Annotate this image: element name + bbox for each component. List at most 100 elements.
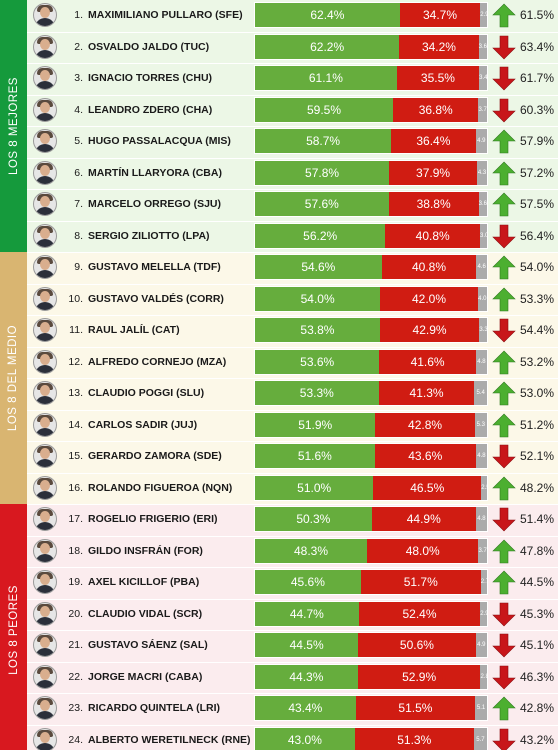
name-text: RAUL JALÍL (CAT) bbox=[88, 324, 180, 336]
group-label: LOS 8 DEL MEDIO bbox=[0, 252, 27, 504]
stacked-bar: 51.6% 43.6% 4.8 bbox=[254, 443, 488, 469]
arrow-down-icon bbox=[492, 602, 516, 626]
row-divider bbox=[27, 441, 558, 442]
row-divider bbox=[27, 504, 558, 505]
arrow-up-icon bbox=[492, 696, 516, 721]
name-text: CARLOS SADIR (JUJ) bbox=[88, 418, 198, 431]
row-divider bbox=[27, 126, 558, 127]
governor-name: 13. CLAUDIO POGGI (SLU) bbox=[67, 378, 204, 410]
stacked-bar: 51.0% 46.5% 2.5 bbox=[254, 474, 488, 501]
row-divider bbox=[27, 535, 558, 537]
nsnc-label: 5.4 bbox=[476, 390, 485, 396]
approval-bar bbox=[255, 349, 380, 374]
table-row: 6. MARTÍN LLARYORA (CBA) 57.8% 37.9% 4.3 57.2… bbox=[27, 158, 558, 190]
avatar bbox=[33, 66, 57, 90]
governor-name: 16. ROLANDO FIGUEROA (NQN) bbox=[67, 473, 232, 505]
governor-name: 8. SERGIO ZILIOTTO (LPA) bbox=[67, 221, 209, 253]
disapproval-label: 46.5% bbox=[410, 480, 445, 495]
nsnc-bar bbox=[475, 349, 487, 374]
nsnc-bar bbox=[473, 727, 487, 750]
approval-bar bbox=[255, 570, 361, 594]
arrow-shape bbox=[492, 507, 516, 532]
previous-value: 53.3% bbox=[520, 291, 555, 306]
disapproval-bar bbox=[355, 696, 476, 720]
arrow-down-icon bbox=[492, 98, 516, 122]
arrow-shape bbox=[492, 539, 516, 563]
disapproval-bar bbox=[396, 66, 480, 90]
approval-bar bbox=[255, 286, 381, 311]
approval-label: 51.6% bbox=[297, 449, 332, 463]
row-divider bbox=[27, 693, 558, 694]
governor-name: 7. MARCELO ORREGO (SJU) bbox=[67, 189, 221, 221]
row-divider bbox=[27, 598, 558, 600]
table-row: 12. ALFREDO CORNEJO (MZA) 53.6% 41.6% 4.8 53.… bbox=[27, 347, 558, 379]
table-row: 13. CLAUDIO POGGI (SLU) 53.3% 41.3% 5.4 53.0% bbox=[27, 378, 558, 410]
name-text: LEANDRO ZDERO (CHA) bbox=[88, 103, 213, 116]
nsnc-bar bbox=[475, 696, 487, 720]
nsnc-bar bbox=[480, 601, 487, 626]
arrow-shape bbox=[492, 129, 516, 154]
arrow-down-icon bbox=[492, 507, 516, 532]
nsnc-bar bbox=[478, 192, 487, 216]
approval-bar bbox=[255, 34, 400, 59]
disapproval-bar bbox=[381, 255, 477, 279]
avatar bbox=[33, 192, 57, 216]
approval-bar bbox=[255, 255, 382, 279]
rank-number: 8. bbox=[74, 229, 83, 242]
stacked-bar: 62.4% 34.7% 2.9 bbox=[254, 2, 488, 28]
name-text: OSVALDO JALDO (TUC) bbox=[88, 40, 210, 53]
disapproval-bar bbox=[354, 727, 474, 750]
disapproval-bar bbox=[380, 286, 478, 311]
name-text: RICARDO QUINTELA (LRI) bbox=[88, 702, 221, 714]
governor-name: 21. GUSTAVO SÁENZ (SAL) bbox=[67, 630, 207, 662]
rank-number: 11. bbox=[69, 324, 83, 336]
approval-label: 51.9% bbox=[298, 417, 333, 432]
table-row: 1. MAXIMILIANO PULLARO (SFE) 62.4% 34.7% 2.9… bbox=[27, 0, 558, 32]
approval-bar bbox=[255, 129, 392, 153]
disapproval-label: 34.2% bbox=[421, 39, 456, 54]
group-label: LOS 8 PEORES bbox=[0, 504, 27, 750]
nsnc-bar bbox=[475, 633, 487, 657]
table-row: 2. OSVALDO JALDO (TUC) 62.2% 34.2% 3.6 63.4% bbox=[27, 32, 558, 64]
disapproval-label: 40.8% bbox=[411, 260, 446, 274]
name-text: CLAUDIO POGGI (SLU) bbox=[88, 387, 205, 399]
nsnc-label: 3.6 bbox=[478, 43, 487, 50]
approval-bar bbox=[255, 664, 358, 689]
avatar bbox=[33, 129, 57, 153]
nsnc-bar bbox=[481, 475, 487, 500]
avatar bbox=[33, 412, 57, 437]
group-label-text: LOS 8 MEJORES bbox=[7, 77, 20, 175]
nsnc-label: 4.9 bbox=[477, 642, 486, 648]
nsnc-label: 4.8 bbox=[477, 516, 486, 522]
arrow-up-icon bbox=[492, 3, 516, 28]
disapproval-label: 42.9% bbox=[412, 323, 447, 337]
row-divider bbox=[27, 283, 558, 285]
previous-value: 48.2% bbox=[520, 480, 555, 495]
stacked-bar: 56.2% 40.8% 3.0 bbox=[254, 222, 488, 249]
disapproval-bar bbox=[379, 349, 476, 374]
table-row: 8. SERGIO ZILIOTTO (LPA) 56.2% 40.8% 3.0 56.4… bbox=[27, 221, 558, 253]
approval-label: 45.6% bbox=[290, 575, 325, 589]
governor-name: 12. ALFREDO CORNEJO (MZA) bbox=[67, 347, 226, 379]
disapproval-label: 52.4% bbox=[402, 606, 437, 621]
previous-value: 57.2% bbox=[520, 165, 555, 180]
name-text: ALFREDO CORNEJO (MZA) bbox=[88, 355, 227, 368]
approval-bar bbox=[255, 3, 400, 27]
nsnc-label: 5.3 bbox=[476, 421, 486, 428]
nsnc-label: 4.0 bbox=[478, 295, 487, 302]
nsnc-bar bbox=[480, 664, 487, 689]
rank-number: 6. bbox=[74, 166, 83, 179]
arrow-down-icon bbox=[492, 35, 516, 59]
governor-name: 2. OSVALDO JALDO (TUC) bbox=[67, 32, 209, 64]
governor-name: 1. MAXIMILIANO PULLARO (SFE) bbox=[67, 0, 242, 32]
arrow-shape bbox=[492, 476, 516, 500]
previous-value: 51.4% bbox=[520, 512, 555, 526]
arrow-shape bbox=[492, 98, 516, 122]
table-row: 24. ALBERTO WERETILNECK (RNE) 43.0% 51.3% 5.… bbox=[27, 725, 558, 750]
arrow-shape bbox=[492, 3, 516, 28]
previous-value: 54.0% bbox=[520, 260, 555, 274]
row-divider bbox=[27, 346, 558, 348]
governor-name: 11. RAUL JALÍL (CAT) bbox=[67, 315, 180, 347]
rank-number: 16. bbox=[68, 481, 83, 494]
arrow-shape bbox=[492, 35, 516, 59]
